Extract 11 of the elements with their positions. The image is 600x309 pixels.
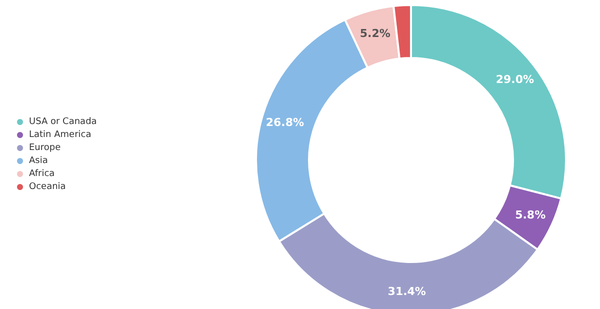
legend-label: Latin America (29, 130, 92, 140)
legend-label: Europe (29, 143, 62, 153)
legend-label: Asia (29, 156, 48, 166)
data-label: 26.8% (266, 116, 304, 130)
legend-label: Africa (29, 169, 55, 179)
data-label: 29.0% (496, 72, 534, 86)
data-label: 5.8% (515, 208, 546, 222)
legend-label: Oceania (29, 182, 66, 192)
legend-label: USA or Canada (29, 117, 97, 127)
data-label: 5.2% (360, 26, 390, 40)
data-label: 31.4% (388, 284, 426, 298)
